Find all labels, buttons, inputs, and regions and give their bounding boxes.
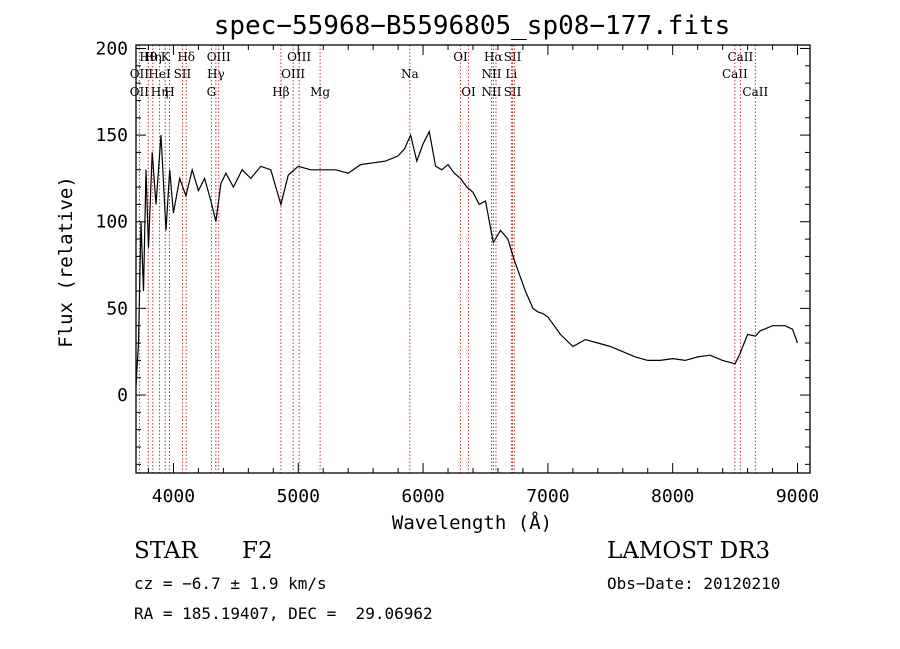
axis-tick-labels: 4000 5000 6000 7000 8000 9000 0 50 100 150 200	[95, 38, 819, 507]
object-class: STAR	[134, 538, 198, 564]
line-marker-label: SII	[504, 50, 522, 64]
x-tick-label: 6000	[401, 486, 444, 507]
line-marker-label: CaII	[727, 50, 753, 64]
y-tick-label: 100	[95, 212, 128, 233]
line-marker-label: Hη	[144, 50, 162, 64]
line-marker-label: G	[207, 85, 217, 99]
x-tick-label: 8000	[651, 486, 694, 507]
redshift-velocity: cz = −6.7 ± 1.9 km/s	[134, 574, 327, 593]
line-marker-label: CaII	[722, 67, 748, 81]
survey-name: LAMOST DR3	[607, 538, 771, 564]
x-tick-label: 9000	[776, 486, 819, 507]
y-axis-label: Flux (relative)	[55, 176, 77, 348]
line-marker-label: OI	[453, 50, 468, 64]
line-marker-label: CaII	[742, 85, 768, 99]
spectral-line-markers: OIIOIIHθHηHeIHηKHSIIHδGHγOIIIHβOIIIOIIIM…	[130, 45, 768, 473]
line-marker-label: OIII	[281, 67, 305, 81]
observation-date: Obs−Date: 20120210	[607, 574, 781, 593]
chart-title: spec−55968−B5596805_sp08−177.fits	[214, 11, 731, 41]
plot-frame	[135, 44, 811, 474]
line-marker-label: Na	[401, 67, 419, 81]
y-tick-label: 150	[95, 125, 128, 146]
line-marker-label: H	[164, 85, 174, 99]
line-marker-label: K	[161, 50, 171, 64]
line-marker-label: Hα	[484, 50, 503, 64]
object-subclass: F2	[242, 538, 273, 564]
spectrum-line	[135, 129, 799, 387]
line-marker-label: SII	[174, 67, 192, 81]
line-marker-label: Hγ	[207, 67, 225, 81]
x-tick-label: 7000	[526, 486, 569, 507]
axis-ticks	[136, 45, 810, 473]
line-marker-label: Hη	[151, 85, 169, 99]
y-tick-label: 200	[95, 38, 128, 59]
line-marker-label: OIII	[287, 50, 311, 64]
y-tick-label: 0	[117, 385, 128, 406]
x-axis-label: Wavelength (Å)	[392, 511, 552, 534]
line-marker-label: OIII	[207, 50, 231, 64]
line-marker-label: Mg	[310, 85, 330, 99]
line-marker-label: NII	[481, 85, 501, 99]
line-marker-label: Hβ	[272, 85, 289, 99]
y-tick-label: 50	[106, 298, 128, 319]
line-marker-label: NII	[481, 67, 501, 81]
line-marker-label: Li	[505, 67, 517, 81]
line-marker-label: OI	[461, 85, 476, 99]
x-tick-label: 5000	[277, 486, 320, 507]
line-marker-label: Hδ	[177, 50, 195, 64]
coordinates: RA = 185.19407, DEC = 29.06962	[134, 604, 433, 623]
line-marker-label: OII	[130, 67, 150, 81]
line-marker-label: SII	[504, 85, 522, 99]
line-marker-label: HeI	[148, 67, 171, 81]
x-tick-label: 4000	[152, 486, 195, 507]
line-marker-label: OII	[130, 85, 150, 99]
